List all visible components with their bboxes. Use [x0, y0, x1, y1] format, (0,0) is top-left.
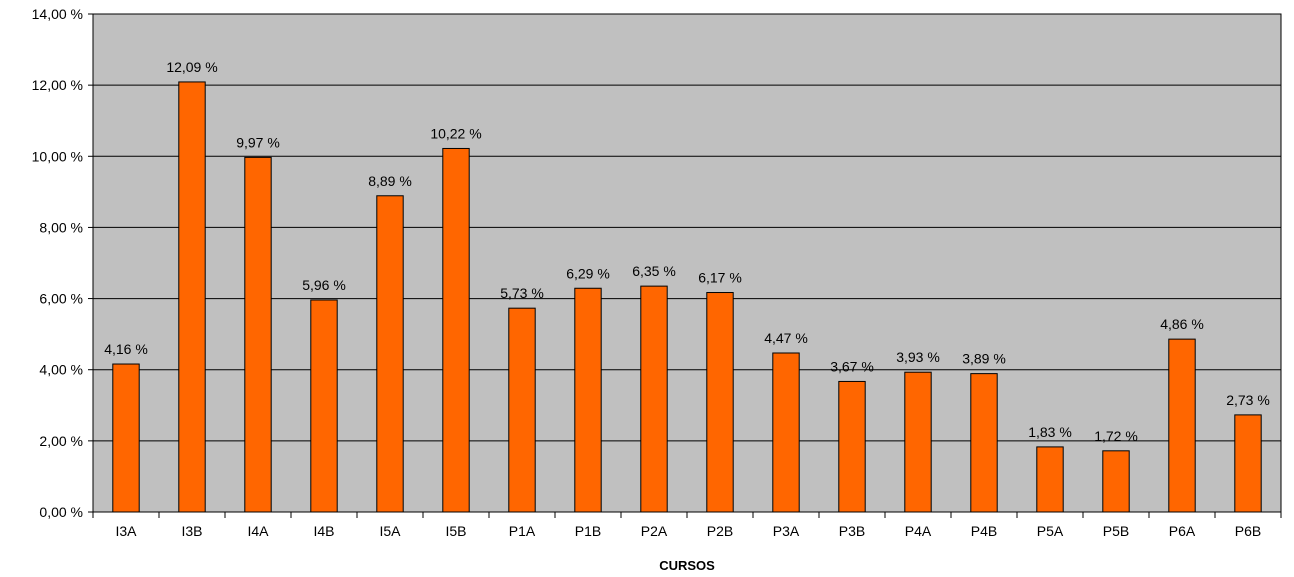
data-label: 4,16 %: [104, 341, 148, 357]
bar-i5a: [376, 195, 404, 513]
x-tick-label: P2A: [641, 523, 668, 539]
x-axis-title: CURSOS: [659, 558, 715, 573]
y-tick-label: 0,00 %: [39, 504, 83, 520]
bar-p2b: [706, 292, 734, 513]
y-tick-label: 8,00 %: [39, 219, 83, 235]
bar-p4a: [904, 371, 932, 513]
data-label: 1,83 %: [1028, 424, 1072, 440]
plot-area: [92, 13, 1282, 513]
data-label: 6,35 %: [632, 263, 676, 279]
x-tick-label: P3A: [773, 523, 800, 539]
bar-p4b: [970, 373, 998, 513]
y-tick-label: 4,00 %: [39, 362, 83, 378]
data-label: 2,73 %: [1226, 392, 1270, 408]
y-tick-label: 2,00 %: [39, 433, 83, 449]
bar-i4a: [244, 156, 272, 513]
y-axis: 0,00 % 2,00 % 4,00 % 6,00 % 8,00 % 10,00 % 12,…: [32, 6, 93, 520]
data-label: 4,86 %: [1160, 316, 1204, 332]
data-label: 5,96 %: [302, 277, 346, 293]
x-tick-label: I3A: [115, 523, 137, 539]
y-tick-label: 14,00 %: [32, 6, 83, 22]
bar-p2a: [640, 285, 668, 513]
x-tick-label: P1B: [575, 523, 601, 539]
y-tick-label: 6,00 %: [39, 291, 83, 307]
data-label: 9,97 %: [236, 134, 280, 150]
data-label: 4,47 %: [764, 330, 808, 346]
x-tick-label: I4A: [247, 523, 269, 539]
x-tick-label: I5A: [379, 523, 401, 539]
bar-i5b: [442, 147, 470, 513]
data-label: 5,73 %: [500, 285, 544, 301]
data-label: 10,22 %: [430, 125, 481, 141]
data-label: 6,29 %: [566, 265, 610, 281]
data-labels: 4,16 % 12,09 % 9,97 % 5,96 % 8,89 % 10,22 % 5,…: [104, 59, 1270, 444]
x-tick-label: P6A: [1169, 523, 1196, 539]
x-tick-label: P5B: [1103, 523, 1129, 539]
data-label: 3,89 %: [962, 351, 1006, 367]
x-tick-label: I4B: [313, 523, 334, 539]
data-label: 1,72 %: [1094, 428, 1138, 444]
bar-p3a: [772, 352, 800, 513]
bar-p1a: [508, 307, 536, 513]
bar-i4b: [310, 299, 338, 513]
data-label: 6,17 %: [698, 270, 742, 286]
x-axis: I3A I3B I4A I4B I5A I5B P1A P1B P2A P2B P3A P3B P4A P…: [92, 512, 1282, 539]
x-tick-label: I5B: [445, 523, 466, 539]
x-tick-label: P3B: [839, 523, 865, 539]
bars: [112, 81, 1262, 513]
data-label: 12,09 %: [166, 59, 217, 75]
bar-i3a: [112, 363, 140, 513]
bar-i3b: [178, 81, 206, 513]
data-label: 3,93 %: [896, 349, 940, 365]
x-tick-label: P5A: [1037, 523, 1064, 539]
bar-p6a: [1168, 338, 1196, 513]
x-tick-label: P2B: [707, 523, 733, 539]
y-tick-label: 10,00 %: [32, 148, 83, 164]
bar-p1b: [574, 287, 602, 513]
x-tick-label: I3B: [181, 523, 202, 539]
x-tick-label: P6B: [1235, 523, 1261, 539]
x-tick-label: P4B: [971, 523, 997, 539]
data-label: 8,89 %: [368, 173, 412, 189]
bar-p6b: [1234, 414, 1262, 513]
bar-p5b: [1102, 450, 1130, 513]
data-label: 3,67 %: [830, 358, 874, 374]
bar-p5a: [1036, 446, 1064, 513]
bar-p3b: [838, 380, 866, 513]
x-tick-label: P1A: [509, 523, 536, 539]
gridlines: [93, 84, 1281, 442]
y-tick-label: 12,00 %: [32, 77, 83, 93]
x-tick-label: P4A: [905, 523, 932, 539]
